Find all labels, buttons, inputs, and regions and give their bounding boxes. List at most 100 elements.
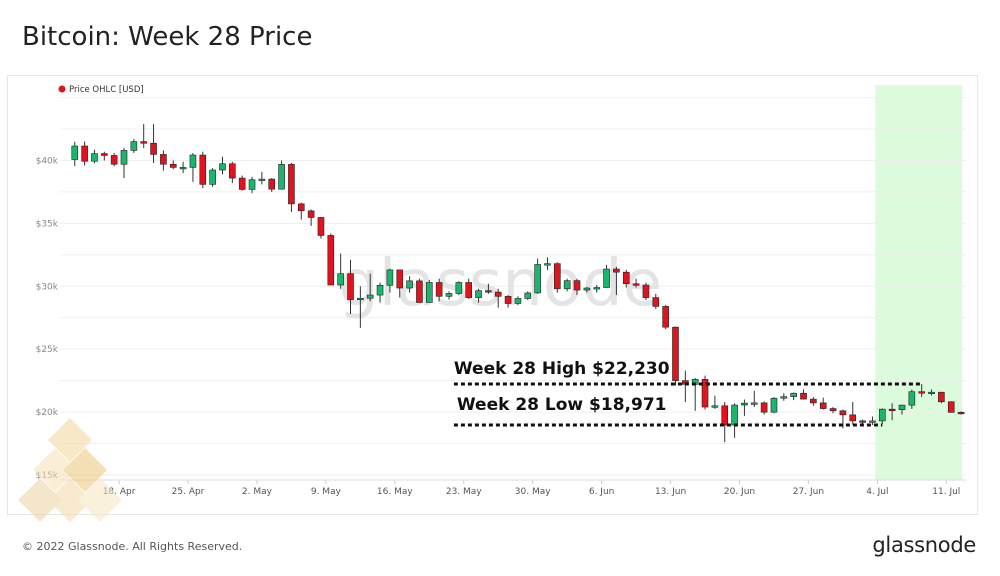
candle-body	[947, 401, 955, 413]
x-tick-label: 9. May	[311, 487, 342, 497]
candle-body	[918, 391, 925, 394]
diamond-tile	[48, 418, 92, 462]
candle-body	[819, 402, 827, 409]
diamond-tile	[63, 448, 107, 492]
copyright-text: © 2022 Glassnode. All Rights Reserved.	[22, 540, 243, 553]
candle-body	[731, 404, 738, 426]
candle	[583, 286, 591, 293]
candle	[357, 286, 364, 328]
candle-body	[445, 293, 453, 297]
x-tick-label: 27. Jun	[793, 487, 824, 497]
x-tick-label: 11. Jul	[932, 487, 960, 497]
candle	[376, 282, 384, 303]
diamond-tile	[48, 478, 92, 522]
candle	[790, 392, 797, 401]
candle-body	[268, 178, 276, 190]
candle-body	[357, 297, 364, 301]
candle	[682, 370, 689, 403]
candle	[169, 160, 177, 170]
candle-body	[386, 269, 394, 286]
y-tick-label: $20k	[36, 408, 59, 418]
y-tick-label: $30k	[36, 282, 59, 292]
y-tick-label: $40k	[36, 156, 59, 166]
x-tick-label: 2. May	[242, 487, 273, 497]
candle-body	[701, 379, 709, 408]
candle	[780, 393, 788, 401]
candle-body	[189, 154, 197, 168]
candle-body	[327, 235, 335, 286]
x-tick-label: 20. Jun	[724, 487, 755, 497]
candle	[297, 202, 305, 220]
candle-body	[71, 145, 79, 160]
candle	[150, 123, 157, 163]
x-tick-label: 30. May	[515, 487, 551, 497]
candle	[573, 278, 581, 296]
candle	[465, 278, 472, 299]
candle	[160, 150, 167, 171]
candle	[898, 404, 906, 415]
candle-body	[672, 326, 679, 381]
candle	[750, 390, 758, 408]
candle	[829, 407, 837, 414]
candle-body	[485, 290, 492, 293]
candle-body	[347, 273, 354, 300]
candle-body	[278, 164, 285, 190]
candle-body	[150, 142, 157, 155]
candle	[406, 276, 413, 293]
candle	[800, 389, 807, 400]
candle-body	[573, 280, 581, 291]
candle-body	[849, 414, 857, 422]
candle-body	[957, 412, 965, 415]
candle	[485, 283, 492, 294]
candle-body	[110, 155, 118, 165]
candle-body	[859, 420, 866, 423]
watermark: glassnode	[338, 247, 662, 321]
candle-body	[741, 402, 748, 406]
candle	[199, 151, 207, 189]
candle-body	[711, 405, 719, 408]
candle	[534, 258, 541, 294]
candle	[888, 403, 896, 421]
candle	[957, 411, 965, 415]
candle	[760, 401, 768, 415]
candle	[632, 278, 640, 288]
candle-body	[465, 282, 472, 298]
candle	[337, 253, 344, 289]
candle-body	[878, 408, 886, 422]
candle	[741, 399, 748, 416]
diamond-tile	[18, 478, 62, 522]
candle	[317, 217, 325, 239]
candle-body	[652, 297, 660, 307]
candle	[278, 160, 285, 190]
candle	[268, 178, 276, 192]
candle-body	[524, 292, 532, 299]
x-tick-label: 25. Apr	[172, 487, 205, 497]
diamond-tile	[33, 448, 77, 492]
candle	[179, 161, 187, 174]
candle	[819, 397, 827, 410]
candle-body	[603, 268, 610, 288]
candle	[416, 278, 423, 303]
candle	[248, 176, 256, 194]
candle-body	[583, 287, 591, 291]
glassnode-diamond-logo	[18, 418, 122, 522]
candle-body	[130, 141, 138, 151]
candle-body	[297, 203, 305, 212]
candle-body	[622, 271, 630, 285]
candle-body	[908, 391, 916, 406]
candle	[81, 141, 88, 166]
candle-body	[81, 145, 88, 162]
candle	[928, 389, 935, 396]
candle-body	[366, 294, 374, 299]
candle-body	[238, 177, 246, 190]
candle-body	[760, 402, 768, 413]
candle	[701, 375, 709, 410]
candle-body	[810, 398, 817, 404]
candle-body	[938, 391, 945, 403]
candle-body	[721, 405, 729, 426]
candle-body	[750, 402, 758, 405]
candle	[908, 389, 916, 409]
candle-body	[317, 217, 325, 236]
candle-body	[475, 290, 482, 298]
x-tick-label: 16. May	[377, 487, 413, 497]
